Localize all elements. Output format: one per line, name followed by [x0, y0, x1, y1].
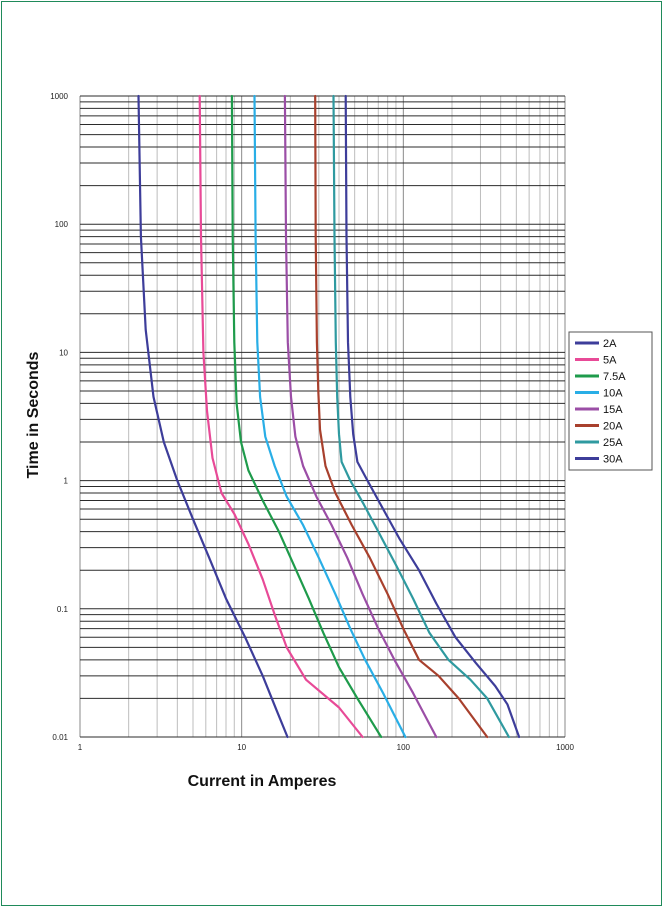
series-lines — [137, 94, 521, 739]
tick-labels: 1 10 100 1000 1000 100 10 1 0.1 0.01 — [50, 92, 574, 752]
y-tick-label: 1 — [64, 477, 69, 486]
legend-label: 25A — [603, 437, 623, 449]
series-line-5a — [198, 94, 364, 739]
series-line-20a — [314, 94, 489, 739]
legend: 2A 5A 7.5A 10A 15A 20A 25A 30A — [568, 331, 653, 471]
x-tick-label: 1000 — [556, 743, 574, 752]
series-line-2a — [137, 94, 289, 739]
legend-label: 5A — [603, 355, 617, 367]
series-line-15a — [283, 94, 438, 739]
legend-label: 2A — [603, 338, 617, 350]
x-tick-label: 100 — [397, 743, 411, 752]
series-line-10a — [253, 94, 407, 739]
y-tick-label: 100 — [55, 220, 69, 229]
y-tick-label: 1000 — [50, 92, 68, 101]
legend-label: 7.5A — [603, 371, 626, 383]
y-axis-title: Time in Seconds — [25, 351, 42, 478]
y-tick-label: 0.01 — [52, 733, 68, 742]
y-tick-label: 10 — [59, 348, 68, 357]
series-line-7-5a — [230, 94, 383, 739]
x-axis-title: Current in Amperes — [188, 773, 337, 790]
legend-label: 10A — [603, 388, 623, 400]
series-line-25a — [332, 94, 510, 739]
legend-label: 15A — [603, 404, 623, 416]
x-tick-label: 1 — [78, 743, 83, 752]
x-tick-label: 10 — [237, 743, 246, 752]
series-line-30a — [344, 94, 521, 739]
legend-label: 20A — [603, 421, 623, 433]
legend-label: 30A — [603, 454, 623, 466]
y-tick-label: 0.1 — [57, 605, 69, 614]
grid — [79, 95, 566, 738]
legend-box — [568, 331, 653, 471]
